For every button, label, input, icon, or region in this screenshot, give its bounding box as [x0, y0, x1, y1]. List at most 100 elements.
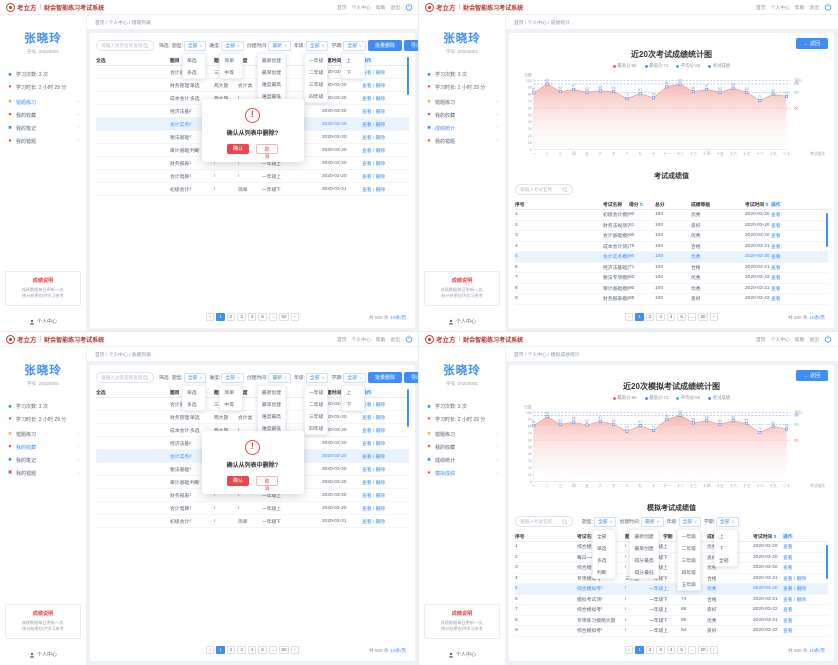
- table-cell[interactable]: 2020-03-20: [322, 121, 347, 127]
- sidebar-bottom-link[interactable]: 个人中心: [419, 318, 505, 325]
- table-cell[interactable]: 查看 / 删除: [783, 576, 807, 582]
- table-cell[interactable]: 初级会计模拟测试试卷: [170, 187, 190, 193]
- table-cell[interactable]: 一年级: [649, 629, 663, 635]
- table-header-cell[interactable]: 操作: [783, 534, 793, 540]
- table-header-cell[interactable]: 题量: [214, 57, 238, 64]
- dropdown-menu-item[interactable]: 二年级: [308, 70, 324, 76]
- header-nav-item[interactable]: 个人中心: [770, 337, 790, 343]
- search-input[interactable]: [520, 187, 562, 192]
- table-cell[interactable]: 查看: [771, 244, 781, 250]
- table-cell[interactable]: 2020-03-20: [322, 173, 347, 179]
- filter-dropdown[interactable]: 全部 ∨: [305, 40, 329, 51]
- dropdown-menu-item[interactable]: 多选: [597, 558, 607, 564]
- table-cell[interactable]: 审计基础单元测试试卷: [170, 148, 190, 154]
- table-cell[interactable]: 74: [681, 596, 687, 602]
- table-cell[interactable]: 查看: [783, 608, 793, 614]
- page-size-select[interactable]: 10条/页: [809, 648, 825, 653]
- table-cell[interactable]: 88: [681, 607, 687, 613]
- table-cell[interactable]: 良好: [707, 555, 717, 561]
- table-cell[interactable]: 查看 / 删除: [362, 441, 386, 447]
- table-cell[interactable]: 初级会计模拟考试: [603, 213, 629, 219]
- table-cell[interactable]: 一年级: [262, 493, 276, 499]
- filter-dropdown[interactable]: 全部 ∨: [343, 372, 366, 383]
- table-cell[interactable]: 单选: [190, 83, 200, 89]
- table-cell[interactable]: 查看 / 删除: [362, 96, 386, 102]
- header-nav-item[interactable]: 帮助: [375, 5, 386, 11]
- table-header-cell[interactable]: 题目: [170, 58, 180, 64]
- table-cell[interactable]: 简单: [238, 519, 248, 525]
- table-cell[interactable]: 4: [515, 575, 518, 581]
- table-cell[interactable]: 一年级: [262, 161, 276, 167]
- table-cell[interactable]: 查看 / 删除: [362, 428, 386, 434]
- table-cell[interactable]: 良好: [691, 223, 701, 229]
- sidebar-bottom-link[interactable]: 个人中心: [419, 651, 505, 658]
- table-cell[interactable]: /: [238, 505, 240, 511]
- table-cell[interactable]: 一年级: [649, 587, 663, 593]
- table-cell[interactable]: /: [625, 617, 627, 623]
- table-cell[interactable]: 会计基础模拟考试: [603, 234, 629, 240]
- table-cell[interactable]: 查看 / 删除: [362, 415, 386, 421]
- back-button[interactable]: ← 返回: [795, 370, 828, 381]
- table-cell[interactable]: 三大题: [625, 576, 640, 582]
- table-cell[interactable]: /: [238, 173, 240, 179]
- dropdown-menu-item[interactable]: 难度最高: [261, 414, 282, 420]
- sidebar-bottom-link[interactable]: 个人中心: [0, 318, 86, 325]
- table-cell[interactable]: 90: [681, 617, 687, 623]
- table-cell[interactable]: 会计电算化练习试卷: [170, 506, 190, 512]
- sidebar-menu-item[interactable]: ★ 错题练习 ›: [426, 99, 498, 106]
- page-button[interactable]: 2: [645, 645, 655, 654]
- logout-power-icon[interactable]: [405, 3, 413, 11]
- page-button[interactable]: 4: [666, 312, 676, 321]
- table-cell[interactable]: 2020-03-20: [322, 69, 347, 75]
- table-cell[interactable]: /: [601, 607, 603, 613]
- table-cell[interactable]: 财务法规测试: [603, 223, 629, 229]
- sidebar-menu-item[interactable]: ● 我的错题 ›: [426, 138, 498, 145]
- table-cell[interactable]: 2020-03-20: [745, 233, 770, 239]
- page-button[interactable]: 3: [656, 645, 665, 654]
- table-cell[interactable]: 100: [655, 212, 664, 218]
- table-cell[interactable]: /: [190, 440, 192, 446]
- dropdown-menu-item[interactable]: 得分最高: [634, 558, 654, 564]
- page-button[interactable]: 2: [226, 312, 236, 321]
- header-nav-item[interactable]: 帮助: [794, 5, 805, 11]
- table-cell[interactable]: 上: [663, 629, 668, 635]
- page-button[interactable]: 4: [247, 312, 257, 321]
- table-cell[interactable]: 会计类: [238, 415, 253, 421]
- table-cell[interactable]: 查看 / 删除: [783, 587, 807, 593]
- page-button[interactable]: 50: [279, 645, 289, 654]
- table-cell[interactable]: 综合模拟考试四: [577, 608, 601, 614]
- table-cell[interactable]: 优秀: [707, 587, 717, 593]
- header-nav-item[interactable]: 退出: [809, 5, 819, 11]
- table-cell[interactable]: /: [190, 453, 192, 459]
- table-cell[interactable]: 85: [629, 296, 635, 302]
- header-nav-item[interactable]: 个人中心: [351, 337, 371, 343]
- header-nav-item[interactable]: 退出: [390, 5, 400, 11]
- sidebar-menu-item[interactable]: ■ 我的笔记 ›: [7, 125, 79, 132]
- sidebar-menu-item[interactable]: ■ 我的笔记 ›: [7, 457, 79, 464]
- table-cell[interactable]: 2020-03-20: [322, 453, 347, 459]
- table-cell[interactable]: 2020-03-20: [322, 134, 347, 140]
- table-cell[interactable]: 查看: [771, 234, 781, 240]
- search-input[interactable]: [101, 43, 143, 48]
- dropdown-menu-item[interactable]: 全部: [597, 534, 607, 540]
- cancel-button[interactable]: 取消: [256, 144, 278, 160]
- table-cell[interactable]: 财务报表分析测试试卷: [170, 493, 190, 499]
- table-cell[interactable]: 判断: [190, 148, 200, 154]
- table-cell[interactable]: 专项练习模拟卷: [577, 618, 601, 624]
- page-button[interactable]: 5: [258, 312, 267, 321]
- table-cell[interactable]: 查看: [783, 566, 793, 572]
- table-cell[interactable]: 90: [629, 254, 635, 260]
- dropdown-menu-item[interactable]: 二年级: [308, 402, 324, 408]
- scrollbar-thumb[interactable]: [825, 545, 828, 579]
- filter-dropdown[interactable]: 最新 ∨: [268, 372, 291, 383]
- table-cell[interactable]: 综合模拟考试三: [577, 587, 601, 593]
- page-button[interactable]: 3: [237, 645, 246, 654]
- table-cell[interactable]: 财务管理专项练习试卷: [170, 415, 190, 421]
- page-button[interactable]: ...: [268, 312, 278, 321]
- table-cell[interactable]: 查看 / 删除: [362, 83, 386, 89]
- table-cell[interactable]: 查看 / 删除: [783, 597, 807, 603]
- table-cell[interactable]: 优秀: [707, 618, 717, 624]
